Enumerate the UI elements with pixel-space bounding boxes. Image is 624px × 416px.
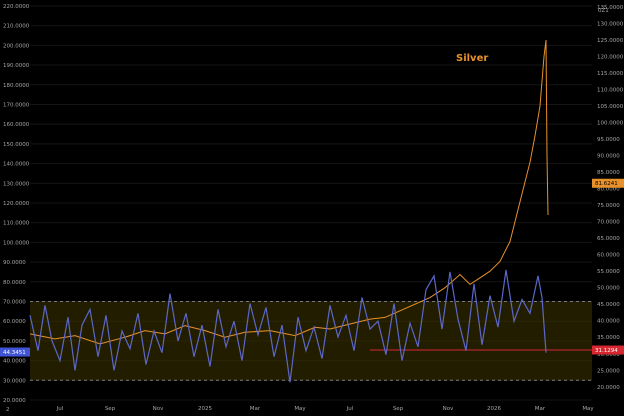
x-tick-label: Sep: [393, 406, 404, 412]
x-tick-label: Sep: [105, 406, 116, 412]
left-tick-label: 40.0000: [3, 359, 26, 365]
left-tick-label: 110.0000: [3, 221, 30, 227]
left-tick-label: 190.0000: [3, 63, 30, 69]
x-tick-label: 2025: [198, 406, 212, 412]
right-tick-label: 105.0000: [597, 104, 624, 110]
silver-annotation: Silver: [456, 53, 488, 64]
left-current-value: 44.3451: [3, 350, 26, 356]
right-tick-label: 30.0000: [597, 352, 620, 358]
left-tick-label: 210.0000: [3, 24, 30, 30]
x-tick-label: 2026: [487, 406, 501, 412]
right-tick-label: 25.0000: [597, 368, 620, 374]
x-tick-label: Nov: [153, 406, 164, 412]
right-tick-label: 125.0000: [597, 38, 624, 44]
right-tick-label: 85.0000: [597, 170, 620, 176]
left-tick-label: 170.0000: [3, 102, 30, 108]
right-tick-label: 90.0000: [597, 154, 620, 160]
left-tick-label: 200.0000: [3, 43, 30, 49]
right-tick-label: 45.0000: [597, 302, 620, 308]
left-tick-label: 20.0000: [3, 398, 26, 404]
left-tick-label: 130.0000: [3, 181, 30, 187]
oscillator-line: [29, 269, 547, 383]
right-axis: 20.0000 25.0000 30.0000 35.0000 40.0000 45.00…: [597, 5, 624, 391]
x-tick-label: Mar: [535, 406, 546, 412]
range-band: [30, 301, 592, 381]
x-tick-label: May: [294, 406, 306, 412]
x-tick-label: Jul: [56, 406, 64, 412]
x-tick-label: Jul: [346, 406, 354, 412]
left-tick-label: 90.0000: [3, 260, 26, 266]
right-tick-label: 115.0000: [597, 71, 624, 77]
right-tick-label: 70.0000: [597, 220, 620, 226]
x-tick-label: Mar: [250, 406, 261, 412]
right-current-value: 81.6241: [595, 181, 618, 187]
right-tick-label: 130.0000: [597, 21, 624, 27]
right-tick-label: 120.0000: [597, 54, 624, 60]
left-tick-label: 70.0000: [3, 299, 26, 305]
left-tick-label: 50.0000: [3, 339, 26, 345]
right-tick-label: 75.0000: [597, 203, 620, 209]
right-tick-label: 80.0000: [597, 187, 620, 193]
left-tick-label: 140.0000: [3, 162, 30, 168]
x-axis-start-label: 2: [6, 407, 10, 413]
right-tick-label: 35.0000: [597, 335, 620, 341]
left-tick-label: 120.0000: [3, 201, 30, 207]
left-tick-label: 100.0000: [3, 240, 30, 246]
left-current-badge-bg: [0, 347, 30, 357]
right-current-badge-bg: [592, 178, 624, 188]
x-tick-label: Nov: [443, 406, 454, 412]
right-tick-label: 135.0000: [597, 5, 624, 11]
right-level-badge: 31.1294: [592, 345, 624, 355]
left-tick-label: 180.0000: [3, 83, 30, 89]
left-tick-label: 160.0000: [3, 122, 30, 128]
left-tick-label: 220.0000: [3, 4, 30, 10]
x-axis: Jul Sep Nov 2025 Mar May Jul Sep Nov 2026 Mar May: [56, 406, 595, 412]
left-axis: 20.0000 30.0000 40.0000 50.0000 60.0000 70.00…: [3, 4, 30, 404]
left-tick-label: 60.0000: [3, 319, 26, 325]
right-tick-label: 60.0000: [597, 253, 620, 259]
right-tick-label: 50.0000: [597, 286, 620, 292]
left-current-badge: 44.3451: [0, 347, 30, 357]
right-axis-top-label: 0Z1: [598, 8, 609, 14]
right-level-value: 31.1294: [595, 348, 618, 354]
right-tick-label: 20.0000: [597, 385, 620, 391]
right-current-badge: 81.6241: [592, 178, 624, 188]
left-tick-label: 80.0000: [3, 280, 26, 286]
right-tick-label: 95.0000: [597, 137, 620, 143]
right-tick-label: 55.0000: [597, 269, 620, 275]
left-tick-label: 30.0000: [3, 378, 26, 384]
left-tick-label: 150.0000: [3, 142, 30, 148]
right-tick-label: 65.0000: [597, 236, 620, 242]
right-tick-label: 110.0000: [597, 88, 624, 94]
x-tick-label: May: [582, 406, 594, 412]
right-level-badge-bg: [592, 345, 624, 355]
right-tick-label: 40.0000: [597, 319, 620, 325]
right-tick-label: 100.0000: [597, 121, 624, 127]
